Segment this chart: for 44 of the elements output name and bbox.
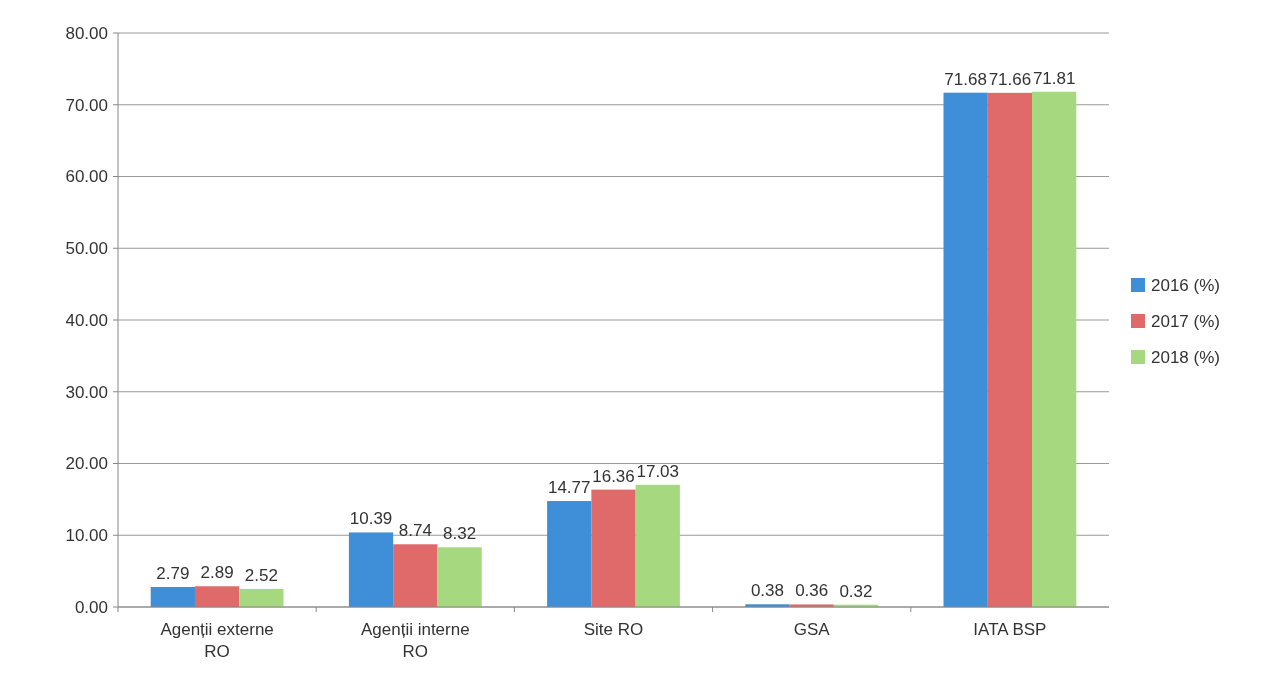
y-tick-label: 50.00 [65, 239, 108, 259]
data-label: 8.74 [398, 521, 432, 541]
y-tick-label: 70.00 [65, 95, 108, 115]
legend-label: 2016 (%) [1151, 275, 1220, 295]
data-label: 16.36 [592, 466, 635, 486]
bar [1032, 91, 1077, 607]
y-tick-label: 30.00 [65, 382, 108, 402]
bar [194, 586, 240, 607]
bar [393, 544, 438, 607]
bar [547, 501, 592, 607]
x-tick-label: GSA [793, 620, 831, 639]
data-label: 14.77 [547, 478, 591, 498]
legend-label: 2018 (%) [1151, 347, 1220, 367]
bar [635, 484, 680, 607]
y-tick-label: 10.00 [65, 526, 108, 546]
data-label: 2.79 [156, 563, 190, 583]
legend-label: 2017 (%) [1151, 311, 1220, 331]
data-label: 0.32 [839, 581, 873, 601]
x-tick-label: Site RO [583, 620, 644, 639]
data-label: 71.66 [988, 69, 1032, 89]
bar [437, 547, 482, 607]
y-tick-label: 20.00 [65, 454, 108, 474]
y-tick-label: 60.00 [65, 167, 108, 187]
data-label: 2.52 [244, 565, 278, 585]
y-tick-label: 40.00 [65, 310, 108, 330]
data-label: 2.89 [200, 563, 234, 583]
bar [987, 92, 1033, 607]
data-label: 8.32 [443, 524, 477, 544]
y-tick-label: 80.00 [65, 23, 108, 43]
bar [150, 586, 195, 607]
x-tick-label: Agenții externe RO [160, 620, 274, 662]
bar [239, 588, 284, 607]
data-label: 0.38 [750, 581, 784, 601]
data-label: 17.03 [636, 461, 680, 481]
x-tick-label: IATA BSP [973, 620, 1047, 639]
data-label: 10.39 [349, 509, 393, 529]
bar [591, 489, 636, 607]
y-tick-label: 0.00 [74, 597, 108, 617]
bar [943, 92, 988, 607]
bar [348, 532, 394, 607]
data-label: 71.68 [944, 69, 987, 89]
data-label: 0.36 [795, 581, 829, 601]
data-label: 71.81 [1032, 68, 1076, 88]
x-tick-label: Agenții interne RO [360, 620, 470, 662]
